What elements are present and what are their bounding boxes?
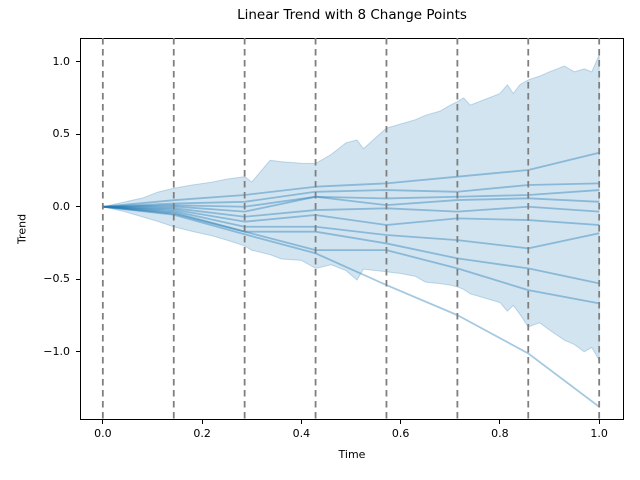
trend-sample-3 bbox=[102, 189, 600, 208]
y-tick-mark bbox=[76, 61, 80, 63]
trend-sample-7 bbox=[102, 205, 600, 250]
x-axis-label: Time bbox=[338, 448, 366, 461]
x-tick-label: 1.0 bbox=[590, 427, 608, 440]
x-tick-mark bbox=[598, 420, 600, 424]
x-tick-mark bbox=[400, 420, 402, 424]
plot-canvas bbox=[101, 38, 601, 420]
x-tick-label: 0.0 bbox=[94, 427, 112, 440]
trend-sample-4 bbox=[102, 195, 600, 213]
x-tick-label: 0.2 bbox=[193, 427, 211, 440]
y-tick-label: 0.5 bbox=[52, 127, 71, 141]
trend-sample-1 bbox=[102, 151, 600, 208]
trend-sample-9 bbox=[102, 205, 600, 305]
trend-sample-2 bbox=[102, 182, 600, 208]
y-tick-mark bbox=[76, 133, 80, 135]
chart-title: Linear Trend with 8 Change Points bbox=[237, 7, 467, 23]
trend-sample-5 bbox=[102, 205, 600, 218]
trend-sample-6 bbox=[102, 205, 600, 226]
y-tick-label: 0.0 bbox=[52, 199, 71, 213]
y-tick-label: −0.5 bbox=[43, 272, 70, 286]
plot-area bbox=[80, 38, 624, 420]
x-tick-label: 0.4 bbox=[292, 427, 311, 440]
x-tick-label: 0.8 bbox=[491, 427, 509, 440]
x-tick-mark bbox=[300, 420, 302, 424]
y-tick-label: 1.0 bbox=[52, 54, 71, 68]
y-tick-mark bbox=[76, 351, 80, 353]
x-tick-mark bbox=[102, 420, 104, 424]
y-axis-label: Trend bbox=[15, 213, 29, 245]
y-tick-mark bbox=[76, 206, 80, 208]
y-tick-label: −1.0 bbox=[43, 344, 70, 358]
trend-sample-8 bbox=[102, 205, 600, 285]
y-tick-mark bbox=[76, 278, 80, 280]
x-tick-mark bbox=[499, 420, 501, 424]
trend-sample-10 bbox=[102, 205, 600, 408]
x-tick-label: 0.6 bbox=[391, 427, 410, 440]
x-tick-mark bbox=[201, 420, 203, 424]
